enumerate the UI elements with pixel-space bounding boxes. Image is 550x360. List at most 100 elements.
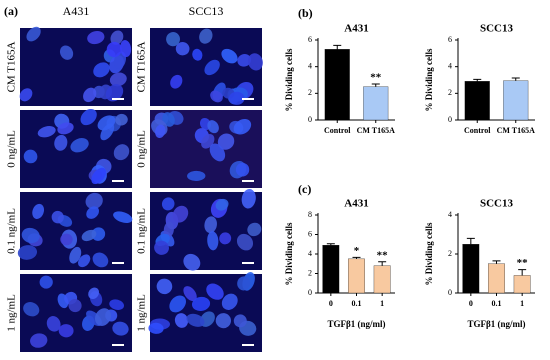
- nucleus: [19, 88, 33, 102]
- row-label: 1 ng/mL: [136, 294, 148, 332]
- y-axis-label: % Dividing cells: [284, 222, 294, 286]
- bar: [363, 86, 389, 121]
- row-label: 0 ng/mL: [6, 130, 18, 168]
- y-axis-label: % Dividing cells: [284, 48, 294, 112]
- x-axis-label: TGFβ1 (ng/ml): [468, 319, 526, 329]
- nucleus: [113, 144, 130, 161]
- nucleus: [39, 275, 53, 289]
- nucleus: [60, 233, 73, 246]
- nucleus: [85, 192, 103, 210]
- y-tick-label: 2: [448, 88, 452, 97]
- nucleus: [68, 299, 82, 313]
- nucleus: [237, 276, 251, 291]
- error-bar: [518, 269, 527, 276]
- nucleus: [83, 87, 97, 103]
- nucleus: [17, 245, 38, 260]
- nucleus: [92, 252, 109, 268]
- nucleus: [187, 170, 206, 181]
- y-tick-label: 2: [308, 268, 312, 277]
- nucleus: [215, 313, 232, 329]
- nucleus: [54, 134, 68, 151]
- nucleus: [233, 118, 252, 135]
- micrograph: [17, 192, 133, 270]
- nucleus: [175, 42, 190, 56]
- error-bar: [473, 78, 482, 82]
- nucleus: [247, 53, 263, 71]
- nucleus: [228, 91, 245, 105]
- nucleus: [112, 321, 129, 336]
- nucleus: [57, 122, 74, 135]
- nucleus: [58, 324, 74, 338]
- error-bar: [333, 44, 342, 50]
- significance-mark: *: [354, 245, 360, 257]
- nucleus: [237, 53, 252, 67]
- row-label: CM T165A: [136, 42, 148, 93]
- nucleus: [155, 124, 166, 138]
- significance-mark: **: [517, 257, 529, 269]
- row-label: CM T165A: [6, 42, 18, 93]
- x-tick-label: Control: [324, 126, 351, 135]
- nucleus: [169, 295, 186, 313]
- nucleus: [26, 26, 41, 42]
- nucleus: [166, 32, 180, 47]
- nucleus: [163, 221, 174, 238]
- y-tick-label: 4: [448, 210, 452, 219]
- panel-label: (a): [4, 4, 18, 18]
- y-tick-label: 0: [308, 115, 312, 124]
- bar: [464, 81, 490, 121]
- nucleus: [219, 232, 232, 245]
- x-tick-label: 0: [329, 299, 333, 308]
- y-tick-label: 6: [308, 35, 312, 44]
- y-axis-label: % Dividing cells: [424, 222, 434, 286]
- nucleus: [113, 211, 133, 223]
- nucleus: [215, 198, 229, 211]
- y-tick-label: 2: [448, 249, 452, 258]
- micrograph: [148, 272, 262, 352]
- x-tick-label: 0.1: [492, 299, 502, 308]
- nucleus: [209, 143, 226, 162]
- nucleus: [186, 313, 205, 327]
- y-axis-label: % Dividing cells: [424, 48, 434, 112]
- x-tick-label: 1: [380, 299, 384, 308]
- nucleus: [221, 48, 238, 64]
- nucleus: [94, 308, 112, 326]
- nucleus: [183, 286, 197, 302]
- nucleus: [154, 240, 169, 255]
- nucleus: [23, 149, 38, 164]
- y-tick-label: 0: [308, 288, 312, 297]
- nucleus: [97, 115, 116, 131]
- nucleus: [21, 227, 40, 244]
- nucleus: [201, 134, 215, 149]
- micrograph: [150, 188, 262, 271]
- nucleus: [162, 112, 175, 127]
- nucleus: [183, 253, 201, 271]
- nucleus: [233, 314, 247, 328]
- x-axis-label: TGFβ1 (ng/ml): [328, 319, 386, 329]
- y-tick-label: 8: [308, 210, 312, 219]
- y-tick-label: 4: [308, 61, 312, 70]
- x-tick-label: Control: [464, 126, 491, 135]
- error-bar: [378, 261, 387, 266]
- nucleus: [172, 205, 189, 223]
- nucleus: [236, 233, 254, 251]
- error-bar: [371, 83, 380, 87]
- y-tick-label: 6: [308, 229, 312, 238]
- error-bar: [352, 256, 361, 259]
- panel-label: (b): [298, 6, 313, 20]
- nucleus: [32, 203, 45, 219]
- y-tick-label: 6: [448, 35, 452, 44]
- bar: [462, 244, 480, 294]
- x-tick-label: CM T165A: [357, 126, 396, 135]
- column-title: A431: [63, 4, 90, 18]
- nucleus: [23, 302, 40, 317]
- nucleus: [109, 72, 127, 87]
- bar: [348, 258, 365, 294]
- nucleus: [247, 222, 262, 237]
- nucleus: [106, 41, 122, 58]
- nucleus: [46, 316, 61, 332]
- nucleus: [109, 299, 125, 310]
- nucleus: [91, 227, 106, 241]
- bar: [324, 49, 350, 121]
- micrograph: [150, 110, 262, 188]
